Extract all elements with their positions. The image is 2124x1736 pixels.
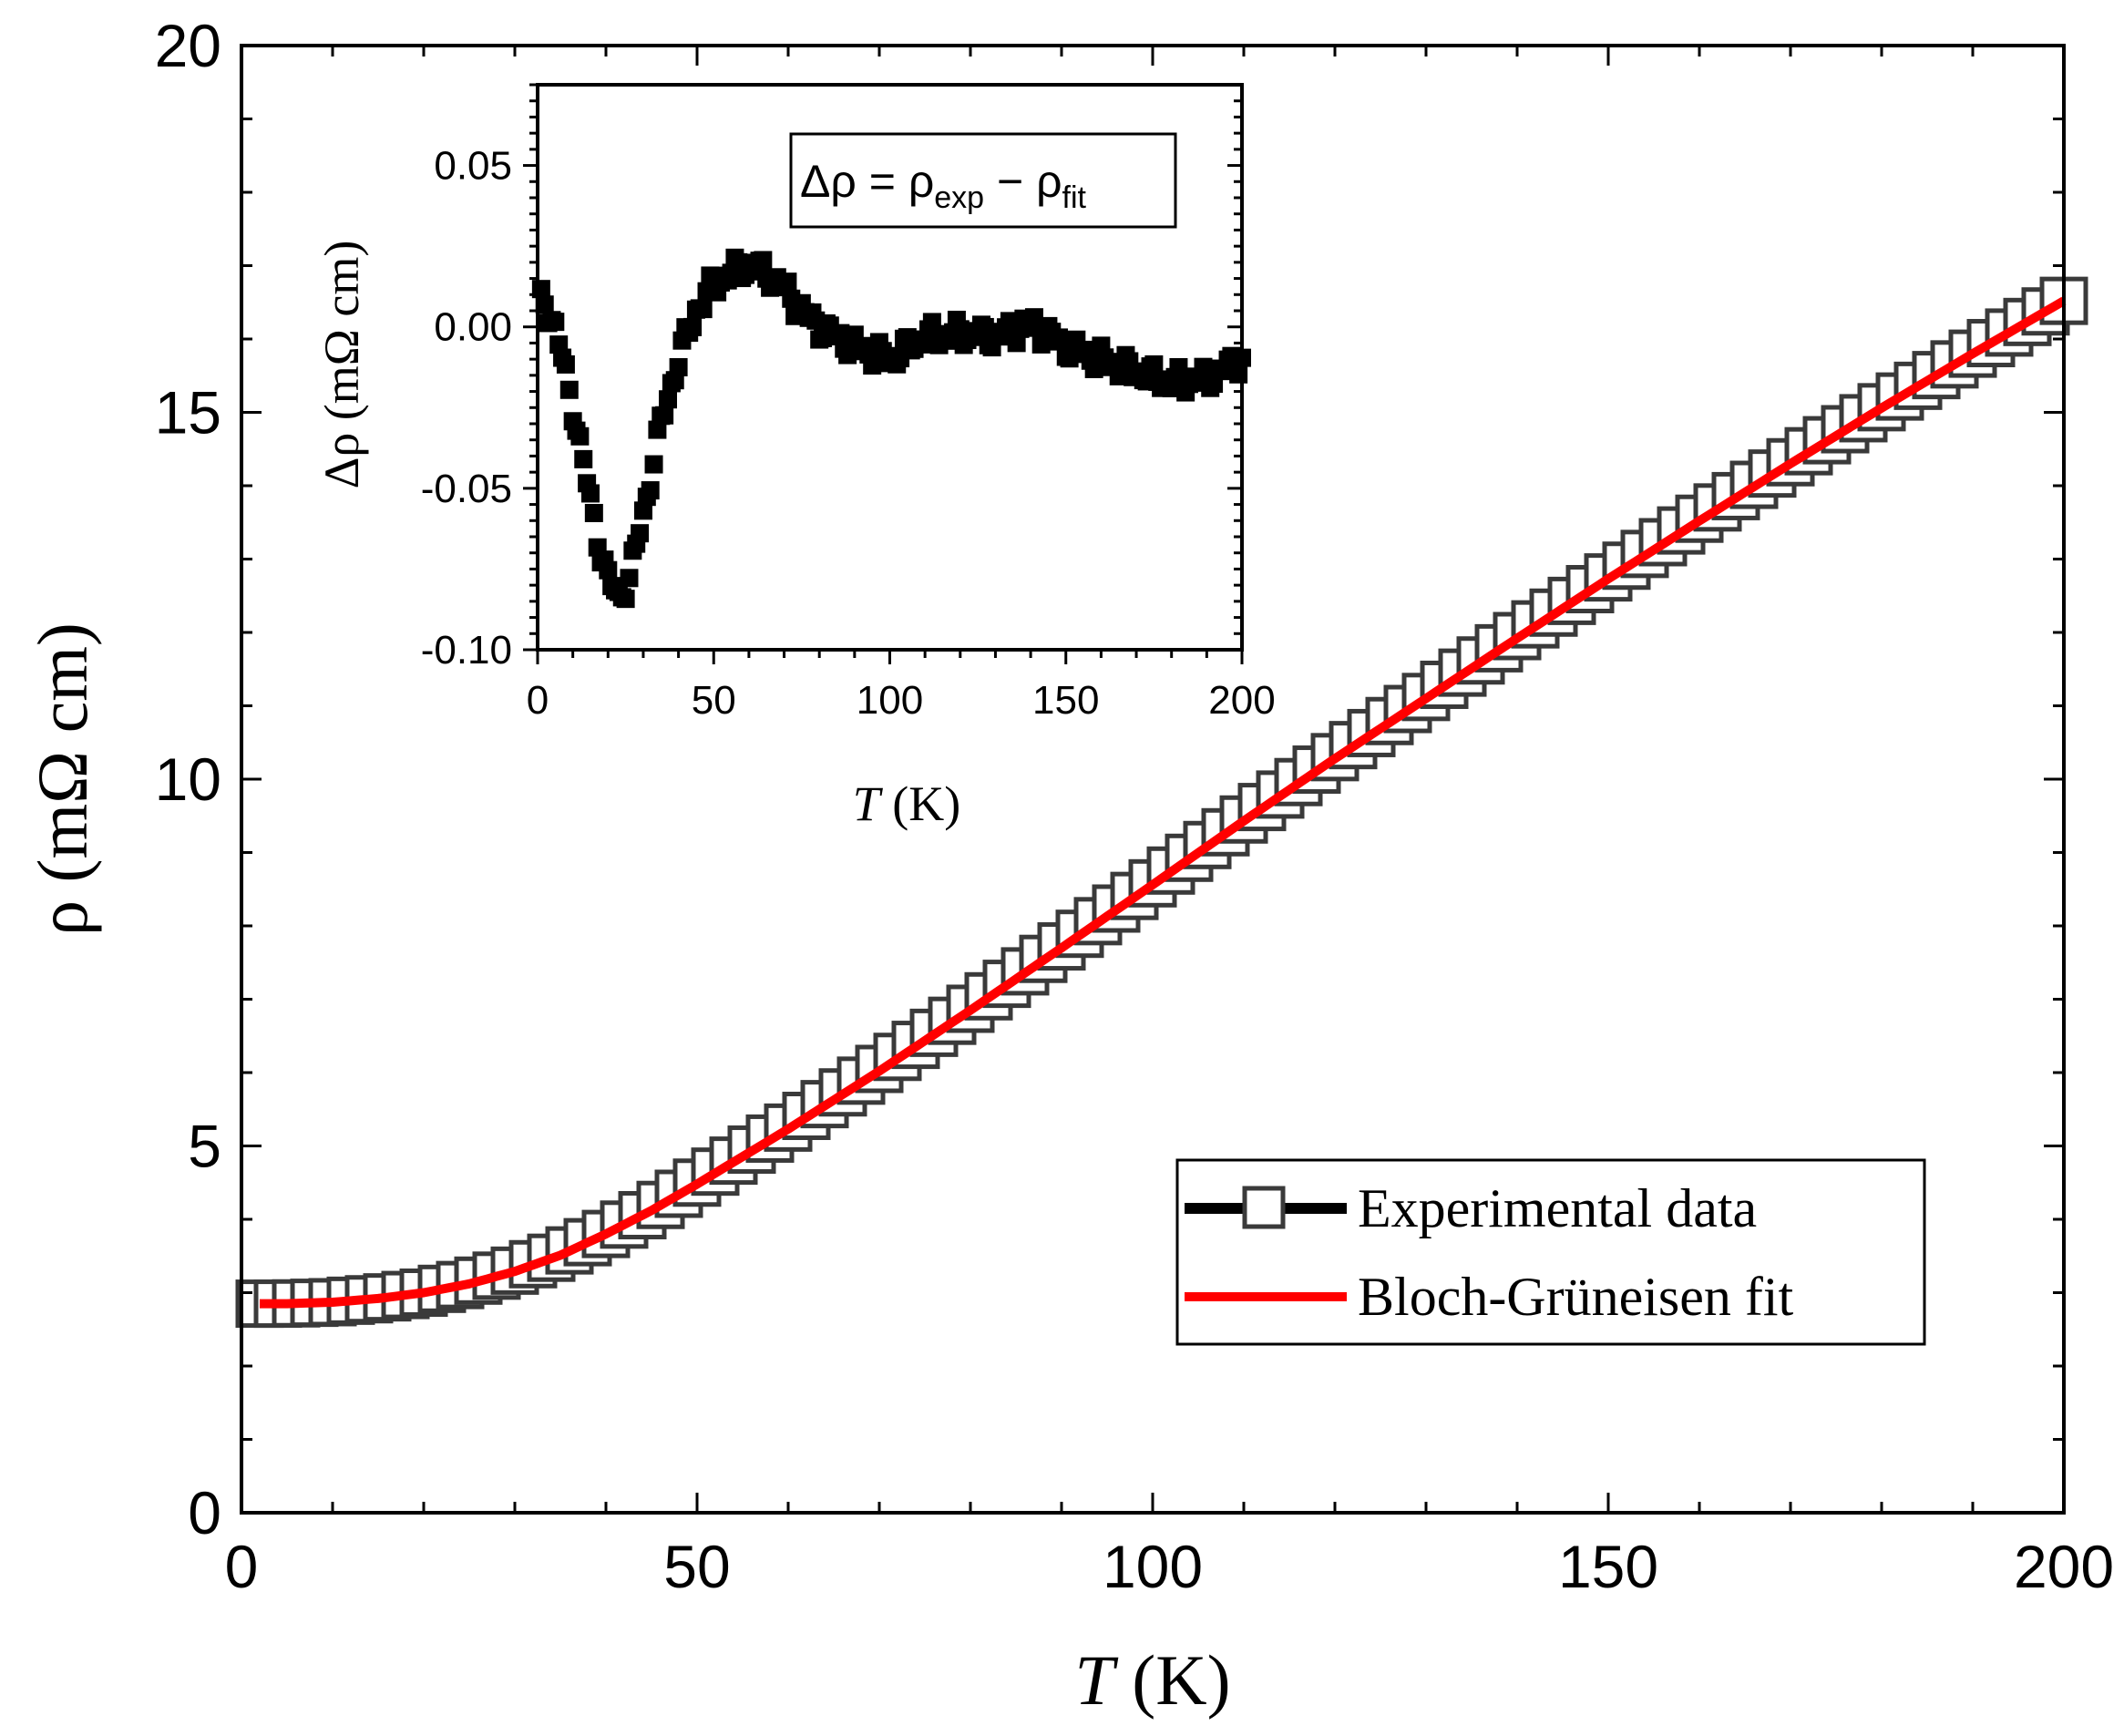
y-tick-label: 0 (188, 1479, 221, 1546)
annotation-box (789, 132, 1177, 229)
legend-experimental-marker (1242, 1186, 1286, 1229)
inset-x-tick-label: 200 (1208, 678, 1275, 723)
main-x-axis-title: T (K) (1074, 1640, 1230, 1720)
inset-data-point (754, 251, 773, 270)
y-tick-label: 20 (155, 12, 221, 79)
main-y-axis-title: ρ (mΩ cm) (23, 622, 102, 936)
inset-x-tick-label: 0 (527, 678, 549, 723)
x-tick-label: 100 (1103, 1533, 1203, 1600)
inset-plot: 0 50 100 150 200 -0.10 -0.05 0.00 0.05 T (K) Δρ… (314, 83, 1276, 831)
inset-data-point (631, 524, 650, 543)
inset-data-point (1144, 354, 1164, 374)
inset-data-point (616, 590, 635, 609)
legend-fit-label: Bloch-Grüneisen fit (1358, 1267, 1794, 1327)
main-series-experimental (235, 276, 2088, 1329)
legend: Experimental data Bloch-Grüneisen fit (1175, 1158, 1926, 1346)
inset-data-point (580, 484, 600, 503)
inset-data-point (778, 272, 797, 292)
inset-data-point (655, 406, 674, 425)
inset-x-tick-label: 50 (692, 678, 736, 723)
main-series-fit (260, 296, 2067, 1309)
inset-data-point (599, 560, 618, 580)
main-y-tick-labels: 0 5 10 15 20 (155, 12, 221, 1546)
inset-data-point (584, 503, 603, 522)
inset-data-point (669, 358, 688, 377)
inset-data-point (574, 449, 593, 468)
annotation-formula: Δρ = ρexp − ρfit (800, 156, 1087, 215)
inset-ticks (523, 83, 1244, 664)
inset-y-tick-labels: -0.10 -0.05 0.00 0.05 (421, 144, 512, 673)
inset-y-tick-label: -0.10 (421, 628, 512, 673)
inset-data-point (641, 481, 660, 500)
inset-y-tick-label: 0.00 (434, 305, 512, 350)
y-tick-label: 10 (155, 745, 221, 813)
inset-x-axis-title: T (K) (853, 776, 961, 831)
inset-data-point (620, 569, 639, 588)
inset-x-tick-label: 150 (1032, 678, 1099, 723)
legend-experimental-label: Experimental data (1358, 1178, 1757, 1238)
inset-data-point (570, 426, 590, 446)
inset-y-tick-label: -0.05 (421, 467, 512, 511)
inset-data-point (644, 455, 663, 474)
main-plot: 0 50 100 150 200 0 5 10 15 20 T (K) ρ (mΩ cm) Ex… (23, 12, 2114, 1720)
main-ticks (240, 44, 2066, 1515)
inset-series-delta-rho (531, 248, 1251, 609)
y-tick-label: 5 (188, 1113, 221, 1180)
inset-data-point (546, 313, 565, 332)
inset-data-point (556, 354, 575, 374)
inset-annotation: Δρ = ρexp − ρfit (789, 132, 1177, 229)
x-tick-label: 200 (2014, 1533, 2114, 1600)
inset-x-tick-label: 100 (857, 678, 923, 723)
inset-y-axis-title: Δρ (mΩ cm) (314, 241, 369, 489)
legend-box (1175, 1158, 1926, 1346)
x-tick-label: 50 (663, 1533, 730, 1600)
inset-y-tick-label: 0.05 (434, 144, 512, 189)
y-tick-label: 15 (155, 379, 221, 447)
main-x-tick-labels: 0 50 100 150 200 (225, 1533, 2114, 1600)
fit-line (260, 296, 2067, 1309)
x-tick-label: 150 (1558, 1533, 1658, 1600)
inset-data-point (659, 390, 678, 409)
inset-data-point (683, 317, 703, 336)
inset-data-point (559, 380, 579, 399)
x-tick-label: 0 (225, 1533, 259, 1600)
inset-x-tick-labels: 0 50 100 150 200 (527, 678, 1276, 723)
inset-data-point (693, 300, 713, 319)
